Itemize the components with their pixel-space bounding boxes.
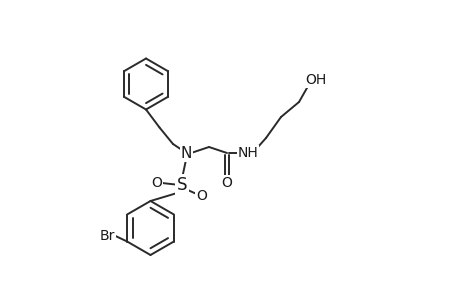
Text: O: O bbox=[151, 176, 162, 190]
Text: S: S bbox=[176, 176, 187, 194]
Text: O: O bbox=[196, 190, 207, 203]
Text: O: O bbox=[221, 176, 232, 190]
Text: NH: NH bbox=[237, 146, 258, 160]
Text: N: N bbox=[180, 146, 192, 160]
Text: Br: Br bbox=[99, 229, 114, 242]
Text: OH: OH bbox=[304, 73, 325, 86]
